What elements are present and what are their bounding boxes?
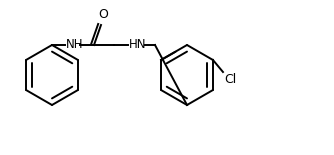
- Text: HN: HN: [129, 38, 147, 51]
- Text: Cl: Cl: [224, 73, 236, 86]
- Text: NH: NH: [66, 38, 84, 51]
- Text: O: O: [98, 8, 108, 21]
